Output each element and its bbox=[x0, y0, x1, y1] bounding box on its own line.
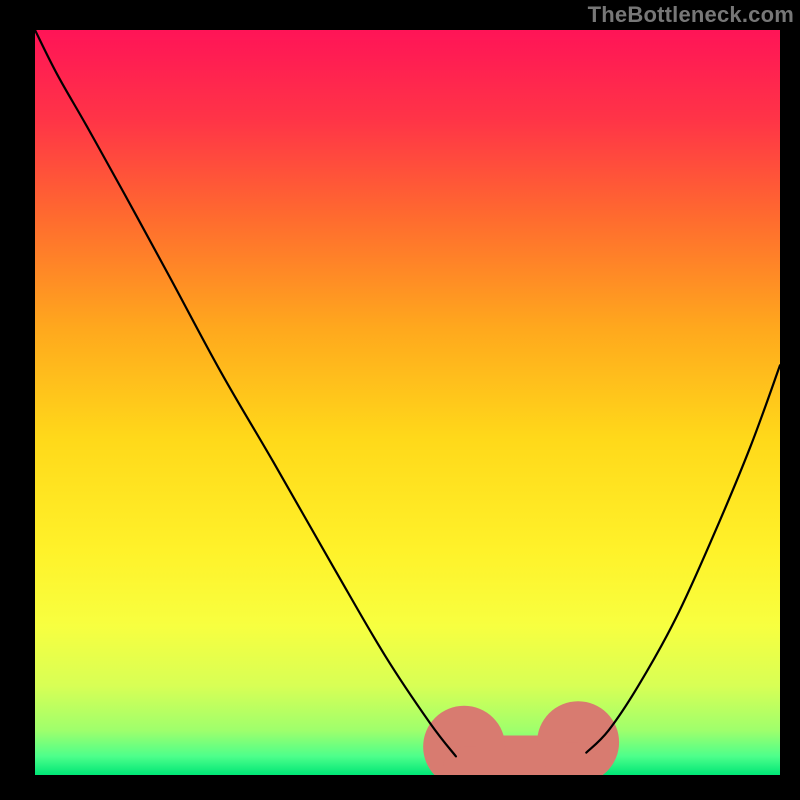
plot-area bbox=[35, 30, 780, 775]
bottleneck-curve bbox=[35, 30, 780, 775]
flat-band-right-neck bbox=[545, 742, 598, 775]
curve-right bbox=[586, 365, 780, 752]
chart-frame: TheBottleneck.com bbox=[0, 0, 800, 800]
watermark-text: TheBottleneck.com bbox=[588, 2, 794, 28]
curve-left bbox=[35, 30, 456, 756]
